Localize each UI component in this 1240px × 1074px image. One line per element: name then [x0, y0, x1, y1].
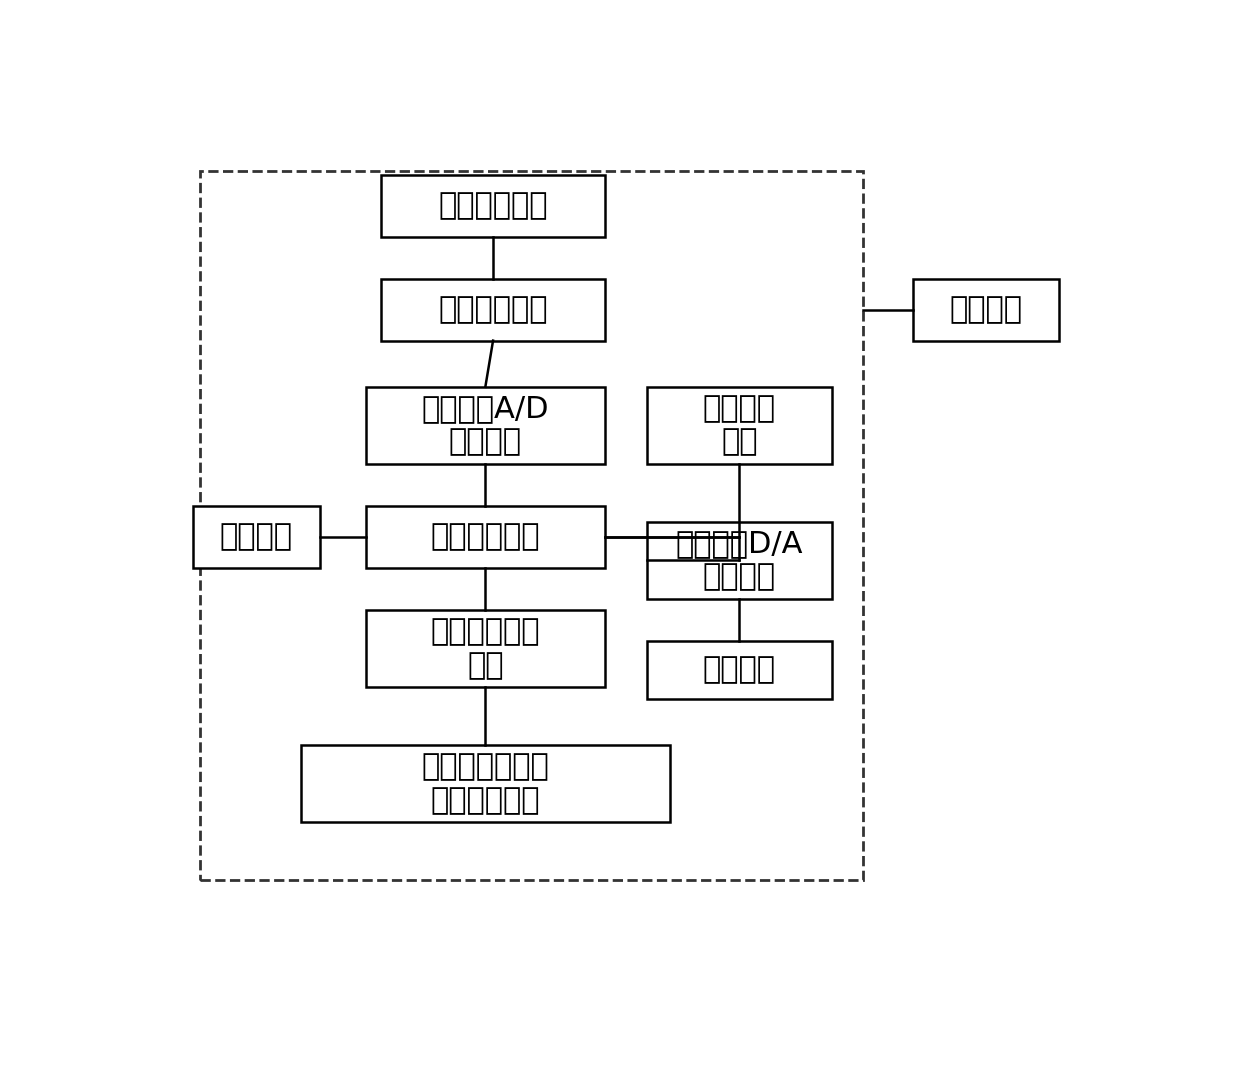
Text: 按键单元: 按键单元	[219, 522, 293, 551]
Text: 信号处理单元: 信号处理单元	[430, 522, 541, 551]
Text: 信号放大单元: 信号放大单元	[438, 295, 548, 324]
Text: 液压支架控制器
无线收发单元: 液压支架控制器 无线收发单元	[422, 752, 549, 815]
Text: 振动测量单元: 振动测量单元	[438, 191, 548, 220]
Text: 无线信号收发
单元: 无线信号收发 单元	[430, 618, 541, 680]
Text: 振动信号A/D
转换单元: 振动信号A/D 转换单元	[422, 394, 549, 456]
Bar	[366, 610, 605, 687]
Bar	[647, 522, 832, 598]
Text: 播音单元: 播音单元	[703, 655, 776, 684]
Text: 供电单元: 供电单元	[950, 295, 1022, 324]
Text: 数据存储
单元: 数据存储 单元	[703, 394, 776, 456]
Bar	[647, 387, 832, 464]
Bar	[201, 171, 863, 880]
Bar	[647, 641, 832, 699]
Bar	[382, 175, 605, 236]
Text: 语音信号D/A
转换单元: 语音信号D/A 转换单元	[676, 528, 804, 592]
Bar	[366, 387, 605, 464]
Bar	[382, 279, 605, 340]
Bar	[192, 506, 320, 568]
Bar	[300, 745, 670, 822]
Bar	[913, 279, 1059, 340]
Bar	[366, 506, 605, 568]
